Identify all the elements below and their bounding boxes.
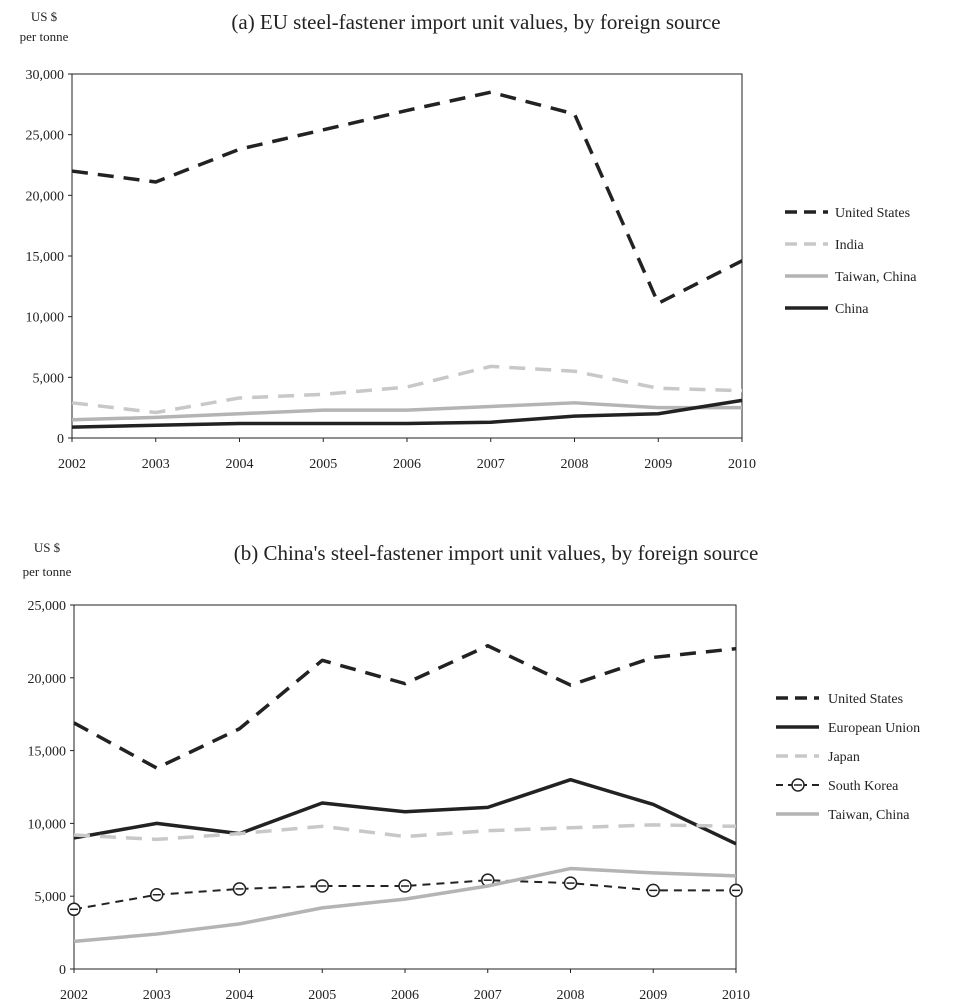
chart-b-series-taiwan-china-legend-label: Taiwan, China (828, 808, 910, 823)
chart-a-ytick-label: 5,000 (33, 371, 65, 386)
chart-b-xtick-label: 2003 (143, 988, 171, 1003)
chart-a-xtick-label: 2002 (58, 457, 86, 472)
chart-b-ytick-label: 15,000 (28, 745, 67, 760)
chart-b-ytick-label: 25,000 (28, 599, 67, 614)
chart-b-title: (b) China's steel-fastener import unit v… (234, 541, 759, 565)
chart-b-ylabel-line1: US $ (34, 540, 61, 555)
chart-a-ytick-label: 15,000 (26, 250, 65, 265)
chart-b-ytick-label: 0 (59, 963, 66, 978)
chart-b-xtick-label: 2010 (722, 988, 750, 1003)
chart-a-ylabel-line2: per tonne (20, 29, 69, 44)
chart-b-xtick-label: 2007 (474, 988, 502, 1003)
chart-b-series-japan-line (73, 823, 737, 842)
chart-b-xtick-label: 2004 (226, 988, 254, 1003)
chart-a-series-taiwan-china-line (71, 401, 742, 422)
chart-b-ytick-label: 20,000 (28, 672, 67, 687)
chart-b-ytick-label: 5,000 (35, 890, 67, 905)
chart-a-ytick-label: 20,000 (26, 189, 65, 204)
chart-a-ytick-label: 30,000 (26, 68, 65, 83)
chart-b-series-european-union-line (73, 777, 737, 846)
chart-a-ytick-label: 25,000 (26, 129, 65, 144)
chart-a-ytick-label: 0 (57, 432, 64, 447)
chart-a-xtick-label: 2009 (644, 457, 672, 472)
chart-b-series-south-korea-legend-label: South Korea (828, 779, 899, 794)
chart-a-series-united-states-legend-label: United States (835, 206, 910, 221)
chart-b-xtick-label: 2005 (308, 988, 336, 1003)
chart-a-xtick-label: 2008 (561, 457, 589, 472)
chart-b-plot-frame (73, 604, 737, 970)
chart-a-xtick-label: 2010 (728, 457, 756, 472)
chart-a-ylabel-line1: US $ (31, 9, 58, 24)
chart-b-series-united-states-line (73, 644, 737, 770)
chart-b-series-european-union-legend-label: European Union (828, 721, 920, 736)
chart-a-xtick-label: 2003 (142, 457, 170, 472)
chart-a-xtick-label: 2005 (309, 457, 337, 472)
chart-a-series-india-line (71, 364, 743, 415)
chart-a-series-china-legend-label: China (835, 302, 869, 317)
chart-a-xtick-label: 2007 (477, 457, 505, 472)
chart-b-ytick-label: 10,000 (28, 817, 67, 832)
chart-a-series-india-legend-label: India (835, 238, 865, 253)
chart-b-ylabel-line2: per tonne (23, 564, 72, 579)
chart-b-xtick-label: 2002 (60, 988, 88, 1003)
chart-a-series-united-states-line (71, 90, 743, 306)
chart-b-xtick-label: 2009 (639, 988, 667, 1003)
chart-b-xtick-label: 2006 (391, 988, 419, 1003)
chart-b-series-japan-legend-label: Japan (828, 750, 860, 765)
chart-b-xtick-label: 2008 (557, 988, 585, 1003)
chart-a-title: (a) EU steel-fastener import unit values… (231, 10, 720, 34)
chart-a-series-taiwan-china-legend-label: Taiwan, China (835, 270, 917, 285)
chart-a-xtick-label: 2006 (393, 457, 421, 472)
chart-a-xtick-label: 2004 (226, 457, 254, 472)
chart-a-series-china-line (71, 398, 743, 429)
chart-b-series-taiwan-china-line (73, 866, 737, 944)
chart-a-ytick-label: 10,000 (26, 311, 65, 326)
chart-b-series-united-states-legend-label: United States (828, 692, 903, 707)
chart-b-series-south-korea-line (73, 879, 736, 911)
